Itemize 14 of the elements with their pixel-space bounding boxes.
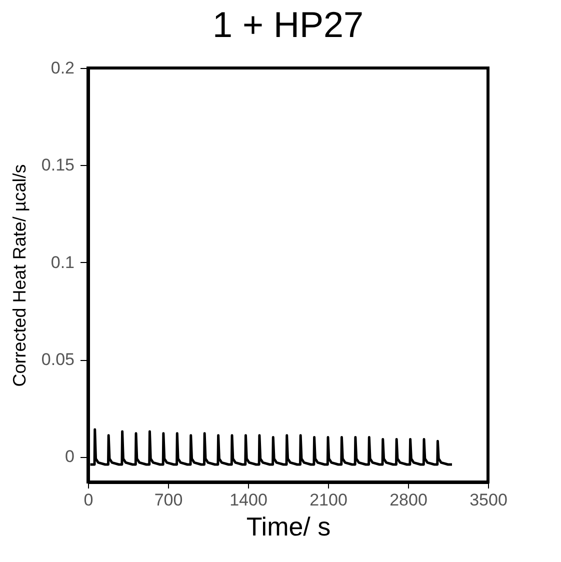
x-tick-label: 2800 (390, 490, 428, 510)
y-tick-label: 0.1 (50, 252, 74, 272)
y-tick-label: 0.05 (41, 350, 74, 370)
y-tick-label: 0.2 (50, 58, 74, 78)
y-tick-label: 0 (65, 447, 74, 466)
y-axis-title: Corrected Heat Rate/ µcal/s (9, 164, 30, 387)
x-tick-label: 0 (84, 490, 94, 510)
x-tick-label: 2100 (310, 490, 348, 510)
x-axis-title: Time/ s (246, 512, 331, 542)
chart-title: 1 + HP27 (212, 4, 364, 45)
x-tick-label: 1400 (230, 490, 268, 510)
x-tick-label: 700 (154, 490, 183, 510)
x-tick-label: 3500 (470, 490, 508, 510)
y-tick-label: 0.15 (41, 156, 74, 175)
